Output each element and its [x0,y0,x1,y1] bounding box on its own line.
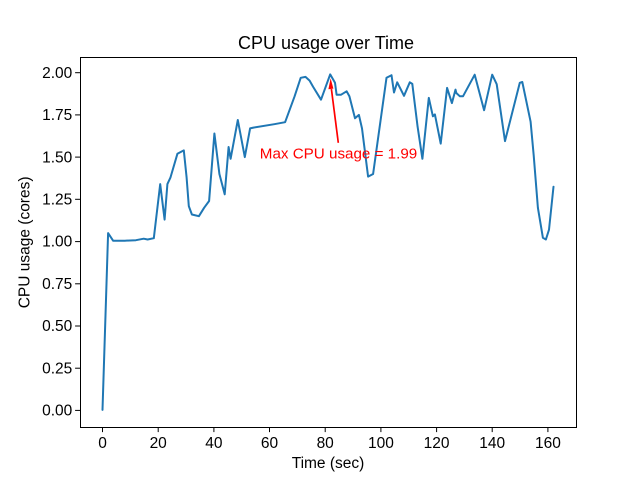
svg-text:CPU usage (cores): CPU usage (cores) [17,177,34,309]
svg-text:2.00: 2.00 [42,65,73,82]
svg-text:120: 120 [424,435,450,452]
svg-text:0.50: 0.50 [42,318,73,335]
svg-text:160: 160 [535,435,561,452]
svg-text:100: 100 [368,435,394,452]
svg-text:0: 0 [98,435,107,452]
svg-text:1.25: 1.25 [42,192,72,209]
svg-text:1.00: 1.00 [42,234,73,251]
svg-text:20: 20 [150,435,168,452]
svg-text:40: 40 [205,435,223,452]
svg-text:140: 140 [479,435,505,452]
svg-text:Max CPU usage = 1.99: Max CPU usage = 1.99 [260,146,417,163]
svg-text:1.75: 1.75 [42,107,72,124]
svg-text:0.75: 0.75 [42,276,72,293]
svg-text:CPU usage over Time: CPU usage over Time [238,33,414,53]
svg-text:0.00: 0.00 [42,403,73,420]
svg-text:1.50: 1.50 [42,149,73,166]
svg-text:80: 80 [317,435,335,452]
svg-text:0.25: 0.25 [42,360,72,377]
svg-text:Time (sec): Time (sec) [292,455,365,472]
svg-text:60: 60 [261,435,279,452]
